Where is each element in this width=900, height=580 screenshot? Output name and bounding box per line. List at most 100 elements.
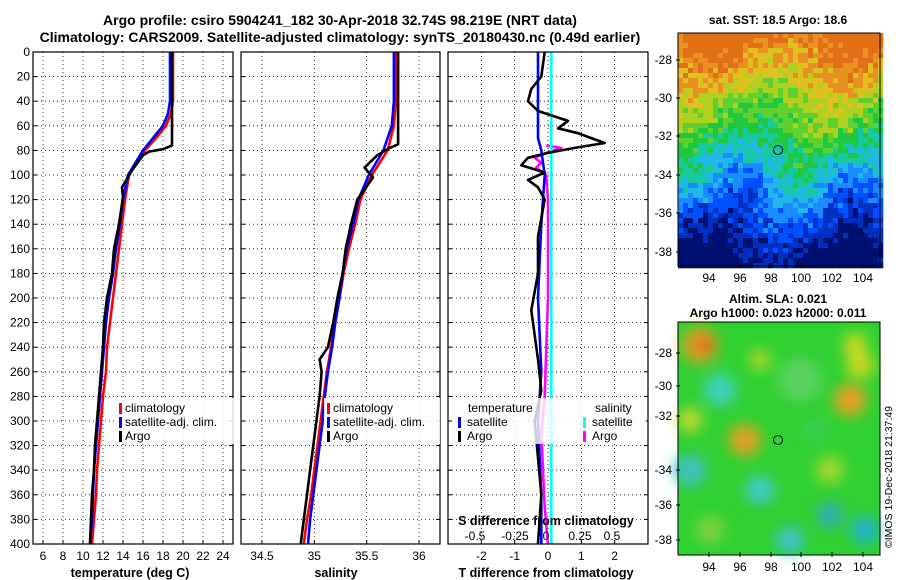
sst-pixel — [678, 178, 684, 184]
sst-pixel — [728, 183, 734, 189]
sst-pixel — [823, 153, 829, 159]
sst-pixel — [808, 213, 814, 219]
sst-pixel — [753, 243, 759, 249]
sst-pixel — [853, 203, 859, 209]
sst-pixel — [728, 248, 734, 254]
sst-pixel — [693, 238, 699, 244]
sst-pixel — [748, 58, 754, 64]
sst-pixel — [738, 153, 744, 159]
sst-pixel — [768, 113, 774, 119]
sst-pixel — [738, 133, 744, 139]
sst-pixel — [833, 118, 839, 124]
sst-pixel — [683, 208, 689, 214]
sst-pixel — [683, 53, 689, 59]
sst-pixel — [743, 253, 749, 259]
sst-pixel — [723, 128, 729, 134]
sst-pixel — [813, 38, 819, 44]
sst-pixel — [803, 208, 809, 214]
sst-pixel — [823, 253, 829, 259]
sst-pixel — [858, 193, 864, 199]
sst-pixel — [713, 33, 719, 39]
sst-pixel — [733, 253, 739, 259]
sst-pixel — [748, 183, 754, 189]
sst-pixel — [858, 253, 864, 259]
sst-pixel — [838, 98, 844, 104]
sst-pixel — [833, 213, 839, 219]
sst-pixel — [678, 168, 684, 174]
sst-pixel — [733, 208, 739, 214]
sst-pixel — [753, 193, 759, 199]
sst-pixel — [843, 198, 849, 204]
sst-pixel — [753, 113, 759, 119]
sst-pixel — [803, 253, 809, 259]
sst-pixel — [688, 233, 694, 239]
sst-pixel — [863, 228, 869, 234]
sst-pixel — [693, 123, 699, 129]
sst-pixel — [718, 148, 724, 154]
sst-pixel — [693, 198, 699, 204]
sst-pixel — [808, 68, 814, 74]
sst-pixel — [728, 173, 734, 179]
sst-pixel — [713, 93, 719, 99]
sst-pixel — [808, 158, 814, 164]
sst-pixel — [733, 43, 739, 49]
sst-pixel — [713, 173, 719, 179]
sst-pixel — [793, 43, 799, 49]
x-axis-label: salinity — [314, 566, 357, 580]
sst-pixel — [733, 138, 739, 144]
sst-pixel — [818, 113, 824, 119]
sst-pixel — [683, 48, 689, 54]
sst-pixel — [688, 53, 694, 59]
sst-pixel — [833, 153, 839, 159]
sst-pixel — [853, 58, 859, 64]
sst-pixel — [728, 93, 734, 99]
lat-tick-label: -28 — [655, 53, 673, 67]
sst-pixel — [803, 223, 809, 229]
depth-tick-label: 100 — [10, 168, 30, 182]
sst-pixel — [708, 63, 714, 69]
sst-pixel — [773, 248, 779, 254]
sst-pixel — [828, 233, 834, 239]
sst-pixel — [843, 228, 849, 234]
sst-pixel — [788, 198, 794, 204]
sst-pixel — [738, 118, 744, 124]
sst-pixel — [808, 58, 814, 64]
sst-pixel — [833, 58, 839, 64]
sst-pixel — [738, 98, 744, 104]
sst-pixel — [803, 243, 809, 249]
sst-pixel — [703, 178, 709, 184]
sst-pixel — [778, 233, 784, 239]
sst-pixel — [773, 58, 779, 64]
sst-pixel — [683, 213, 689, 219]
sst-pixel — [823, 168, 829, 174]
sst-pixel — [773, 168, 779, 174]
sst-pixel — [718, 223, 724, 229]
sst-pixel — [738, 83, 744, 89]
sst-pixel — [763, 153, 769, 159]
sst-pixel — [743, 48, 749, 54]
sst-pixel — [853, 233, 859, 239]
sst-pixel — [798, 148, 804, 154]
sst-pixel — [718, 128, 724, 134]
depth-tick-label: 120 — [10, 193, 30, 207]
lat-tick-label: -32 — [655, 409, 673, 423]
x-tick-label: 35 — [308, 549, 322, 563]
sst-pixel — [778, 123, 784, 129]
sst-pixel — [748, 153, 754, 159]
sst-pixel — [808, 48, 814, 54]
sst-pixel — [783, 133, 789, 139]
sst-pixel — [868, 38, 874, 44]
sst-pixel — [858, 233, 864, 239]
sst-pixel — [878, 263, 884, 269]
sst-pixel — [718, 93, 724, 99]
sst-pixel — [743, 53, 749, 59]
sst-pixel — [688, 33, 694, 39]
sst-pixel — [778, 158, 784, 164]
sst-pixel — [733, 188, 739, 194]
sst-pixel — [783, 88, 789, 94]
sst-pixel — [793, 183, 799, 189]
sst-pixel — [713, 38, 719, 44]
sst-pixel — [683, 93, 689, 99]
sst-pixel — [813, 108, 819, 114]
